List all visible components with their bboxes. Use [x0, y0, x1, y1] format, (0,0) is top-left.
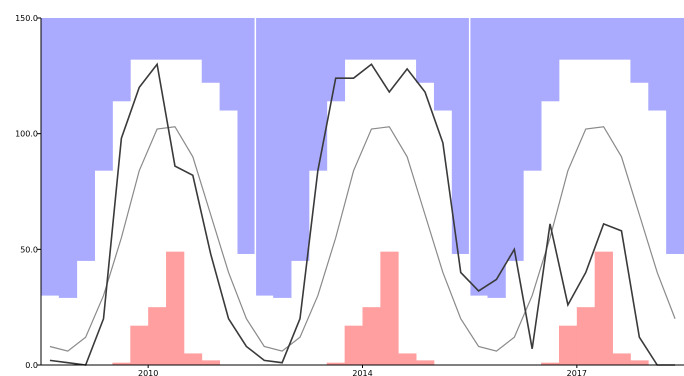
y-tick-label: 100.0 — [15, 130, 38, 139]
histogram-bar — [558, 325, 578, 365]
y-tick-label: 150.0 — [15, 14, 38, 23]
band-bar — [183, 18, 203, 60]
band-bar — [469, 18, 488, 296]
band-bar — [58, 18, 78, 298]
y-tick-label: 0.0 — [25, 361, 38, 370]
observed-line — [49, 62, 676, 366]
histogram-layer — [112, 251, 649, 365]
band-bar — [451, 18, 471, 254]
upper-band-layer — [41, 18, 684, 298]
band-bar — [380, 18, 399, 60]
band-bar — [594, 18, 613, 60]
x-tick-label: 2017 — [567, 369, 587, 376]
band-bar — [362, 18, 381, 60]
histogram-bar — [380, 251, 399, 365]
band-bar — [505, 18, 524, 261]
band-bar — [630, 18, 649, 83]
band-bar — [219, 18, 238, 111]
band-bar — [291, 18, 310, 261]
histogram-bar — [112, 362, 131, 365]
histogram-bar — [148, 307, 167, 365]
histogram-bar — [594, 251, 613, 365]
histogram-bar — [576, 307, 596, 365]
climatology-line — [49, 126, 676, 352]
histogram-bar — [630, 360, 649, 365]
histogram-bar — [130, 325, 149, 365]
band-bar — [541, 18, 560, 102]
band-bar — [398, 18, 417, 60]
band-bar — [76, 18, 95, 261]
band-bar — [344, 18, 363, 60]
period-separators — [254, 18, 471, 365]
band-bar — [666, 18, 684, 254]
histogram-bar — [326, 362, 346, 365]
band-bar — [255, 18, 274, 296]
band-bar — [94, 18, 113, 171]
histogram-bar — [416, 360, 435, 365]
band-bar — [308, 18, 328, 171]
band-bar — [112, 18, 131, 102]
band-bar — [130, 18, 149, 60]
band-bar — [416, 18, 435, 83]
band-bar — [576, 18, 596, 60]
x-tick-label: 2010 — [138, 369, 158, 376]
band-bar — [648, 18, 667, 111]
y-tick-label: 50.0 — [20, 245, 38, 254]
histogram-bar — [183, 353, 203, 365]
band-bar — [273, 18, 292, 298]
band-bar — [166, 18, 185, 60]
line-layer — [49, 62, 676, 366]
band-bar — [41, 18, 60, 296]
histogram-bar — [362, 307, 381, 365]
band-bar — [237, 18, 256, 254]
axes — [37, 17, 684, 368]
histogram-bar — [344, 325, 363, 365]
histogram-bar — [541, 362, 560, 365]
histogram-bar — [166, 251, 185, 365]
histogram-bar — [612, 353, 631, 365]
band-bar — [612, 18, 631, 60]
band-bar — [558, 18, 578, 60]
band-bar — [523, 18, 542, 171]
histogram-bar — [398, 353, 417, 365]
band-bar — [201, 18, 221, 83]
tick-labels: 0.0 50.0 100.0 150.0 2010 2014 2017 — [15, 14, 587, 376]
band-bar — [433, 18, 453, 111]
band-bar — [148, 18, 167, 60]
histogram-bar — [201, 360, 221, 365]
band-bar — [487, 18, 506, 298]
band-bar — [326, 18, 346, 102]
x-tick-label: 2014 — [352, 369, 372, 376]
